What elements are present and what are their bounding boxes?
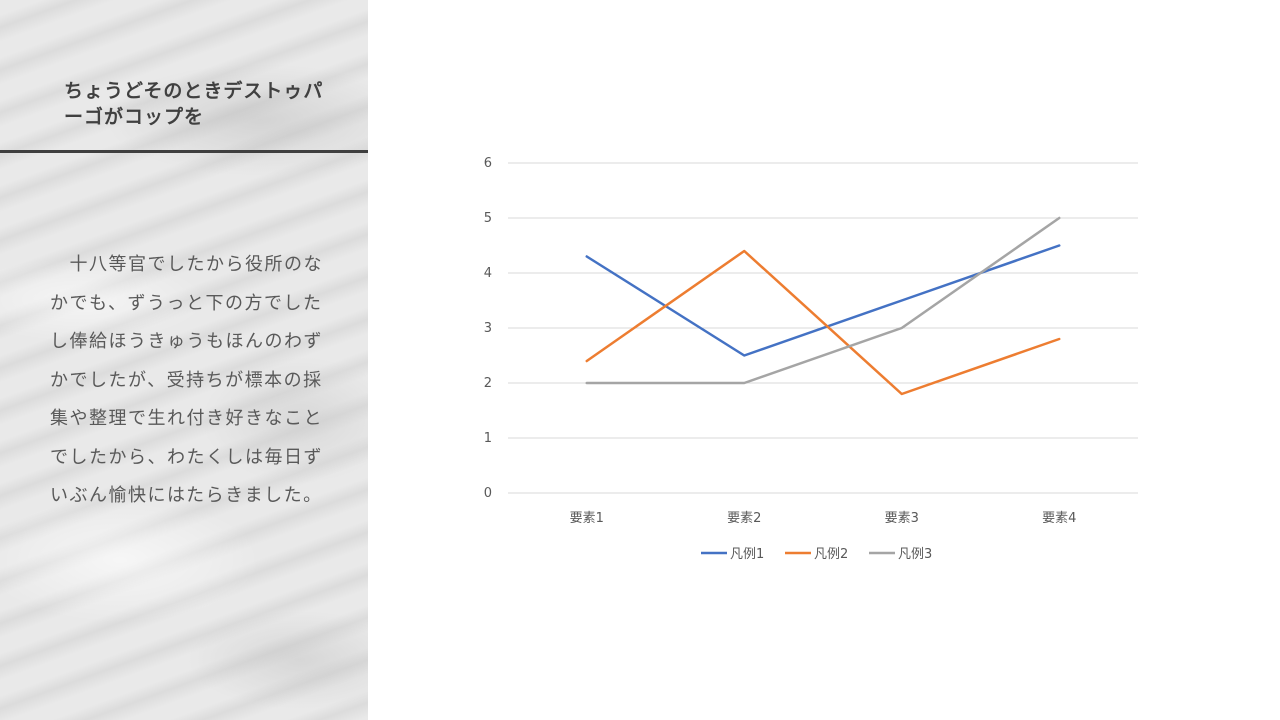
- chart-canvas: 0 1 2 3 4 5 6 要素1 要素2 要素3 要素4 凡例1 凡例2 凡例3: [484, 156, 1138, 562]
- slide-body-text: 十八等官でしたから役所のなかでも、ずうっと下の方でしたし俸給ほうきゅうもほんのわ…: [50, 254, 323, 506]
- series-line-2: [585, 249, 1061, 396]
- x-tick-label: 要素4: [1042, 511, 1076, 526]
- slide-title: ちょうどそのときデストゥパーゴがコップを: [64, 80, 324, 128]
- legend-label-3: 凡例3: [898, 547, 932, 562]
- y-tick-label: 3: [484, 321, 492, 336]
- y-tick-label: 6: [484, 156, 492, 171]
- y-tick-label: 2: [484, 376, 492, 391]
- series-line-3: [585, 216, 1061, 385]
- left-panel: ちょうどそのときデストゥパーゴがコップを 十八等官でしたから役所のなかでも、ずう…: [0, 0, 368, 720]
- legend-label-1: 凡例1: [730, 547, 764, 562]
- title-divider: [0, 150, 368, 153]
- x-tick-label: 要素1: [570, 511, 604, 526]
- series-line-1: [585, 244, 1061, 357]
- y-tick-label: 5: [484, 211, 492, 226]
- legend-label-2: 凡例2: [814, 547, 848, 562]
- y-tick-label: 0: [484, 486, 492, 501]
- y-tick-label: 4: [484, 266, 492, 281]
- x-tick-label: 要素3: [885, 511, 919, 526]
- x-tick-label: 要素2: [727, 511, 761, 526]
- line-chart: 0 1 2 3 4 5 6 要素1 要素2 要素3 要素4 凡例1 凡例2 凡例3: [470, 140, 1170, 580]
- y-tick-label: 1: [484, 431, 492, 446]
